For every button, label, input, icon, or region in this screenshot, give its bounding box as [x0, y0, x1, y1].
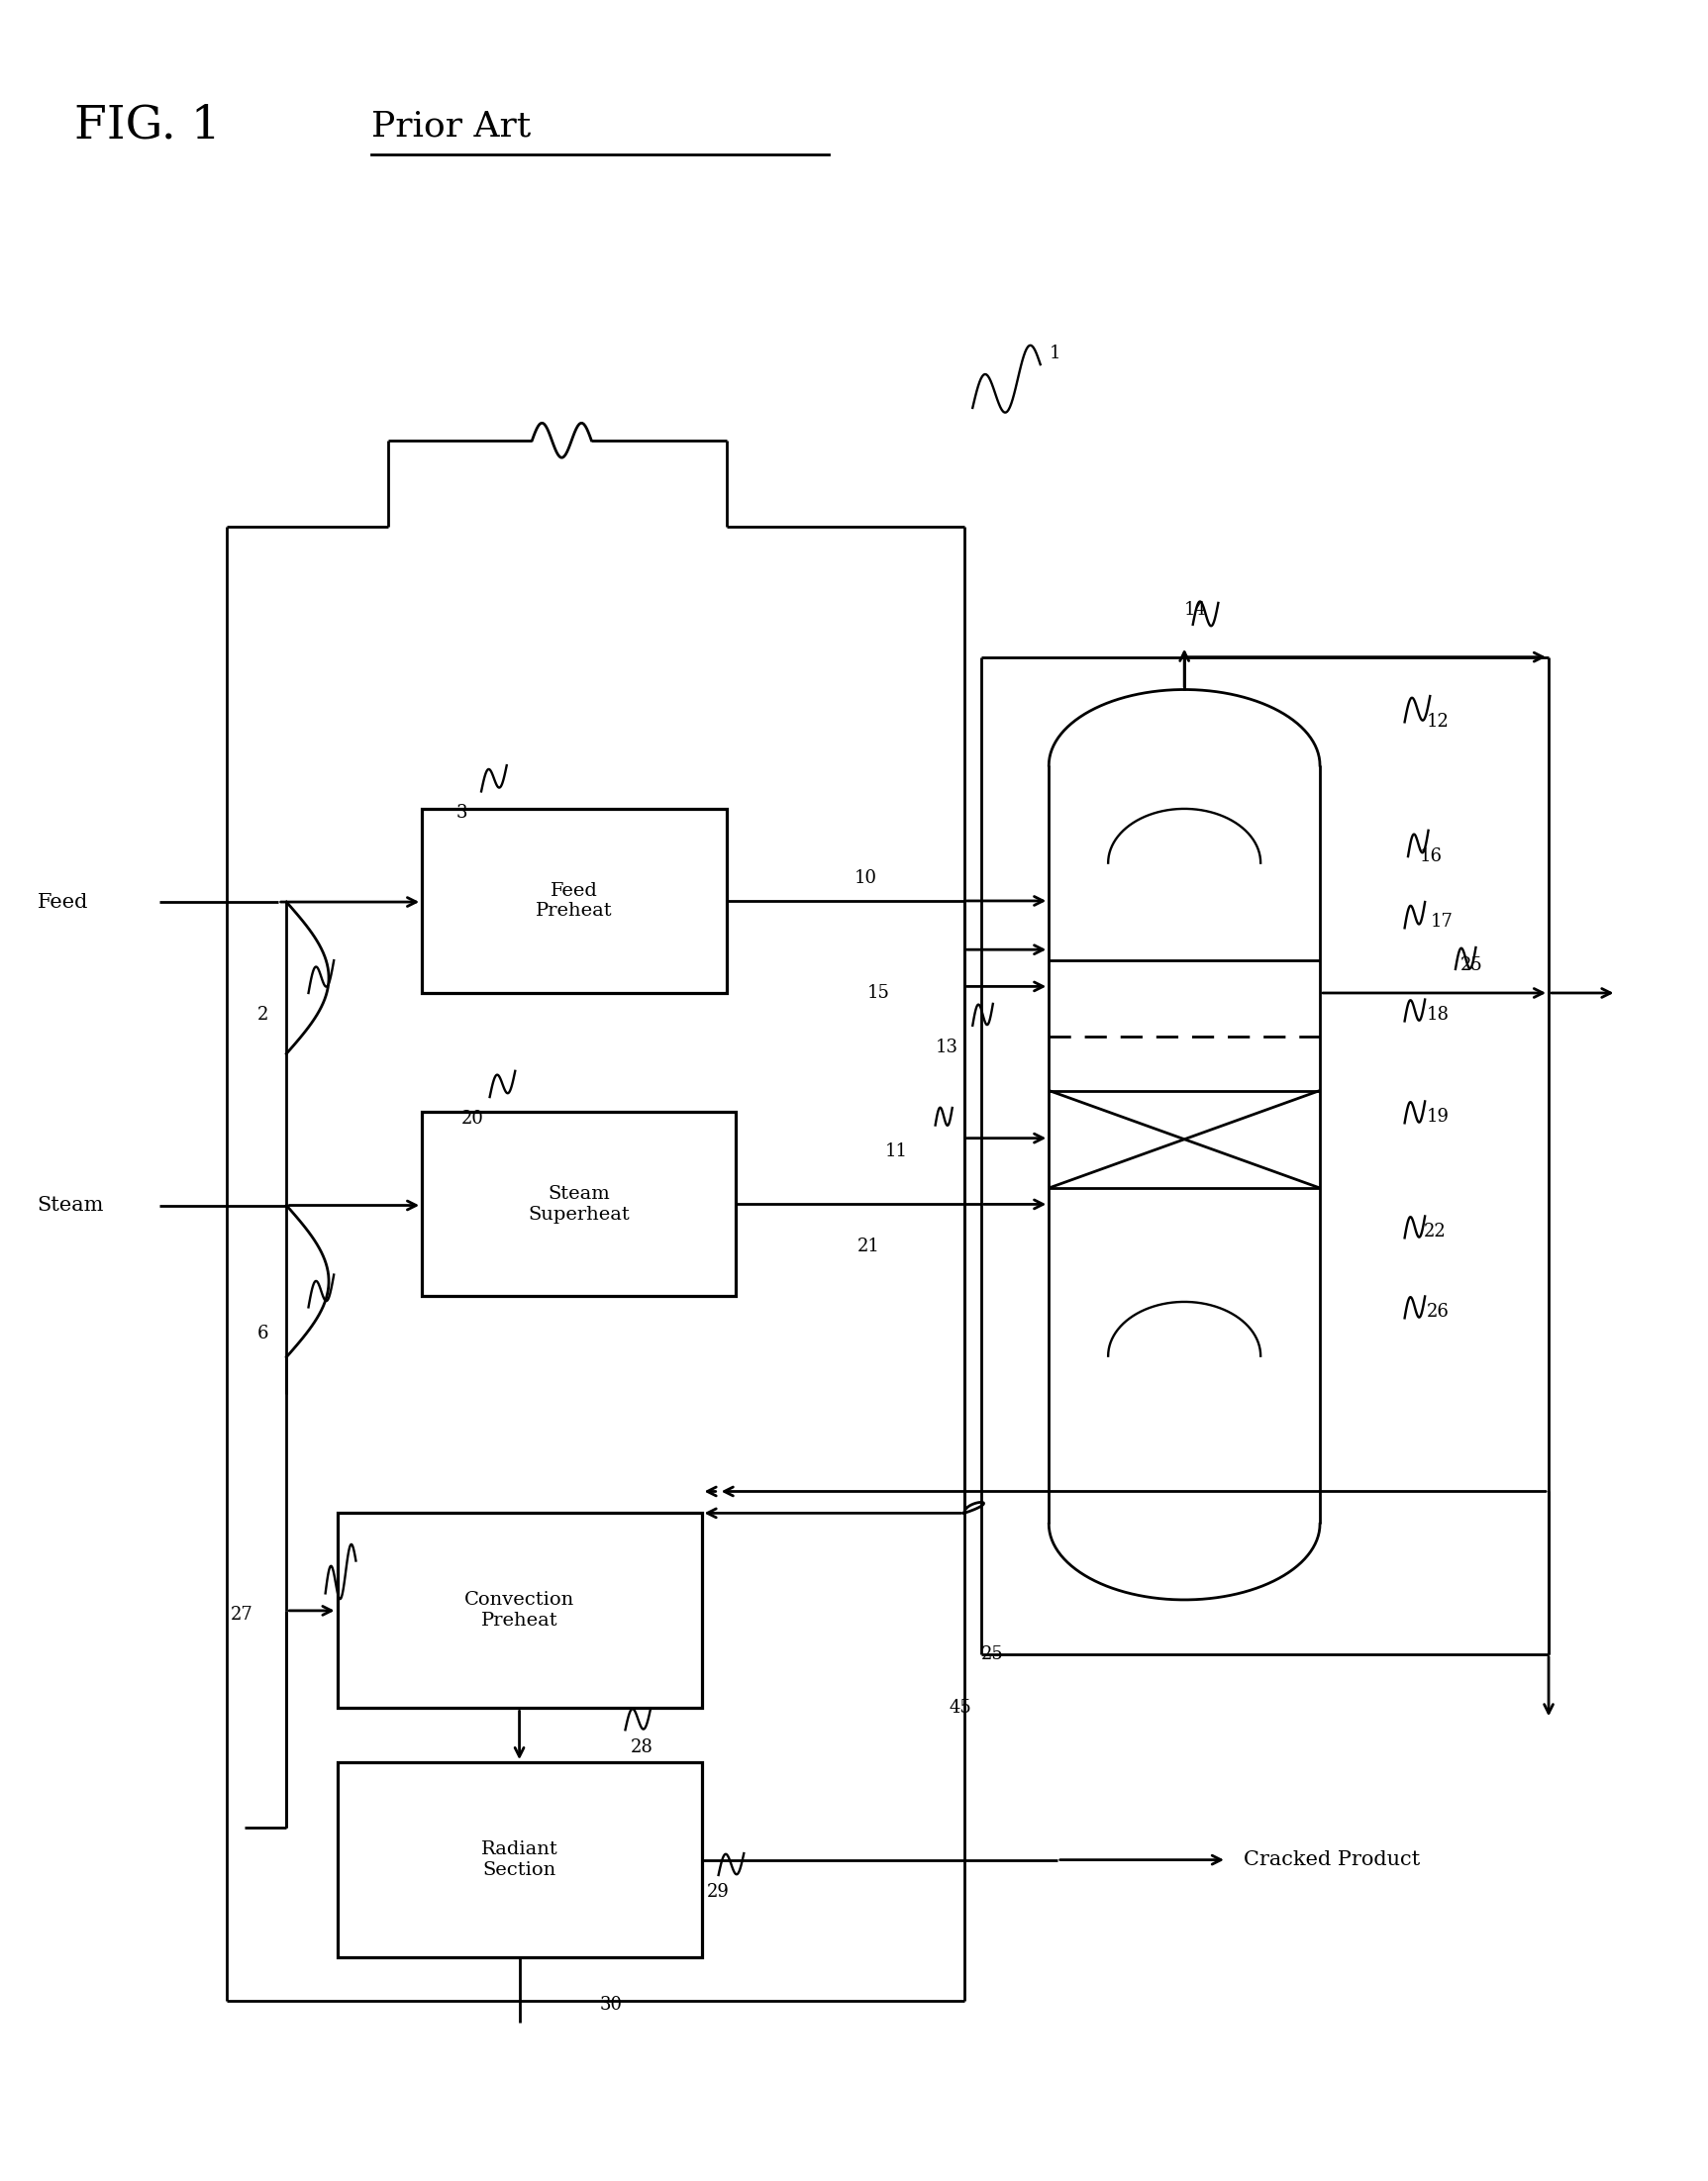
Text: 13: 13 — [936, 1038, 958, 1056]
Text: 11: 11 — [885, 1143, 907, 1160]
Text: Convection
Preheat: Convection Preheat — [465, 1592, 574, 1629]
Text: 25: 25 — [980, 1644, 1004, 1662]
Text: 17: 17 — [1430, 912, 1454, 931]
Text: 18: 18 — [1426, 1005, 1450, 1023]
Text: 10: 10 — [854, 870, 876, 888]
Text: 2: 2 — [258, 1005, 268, 1023]
Text: 3: 3 — [456, 805, 468, 822]
Text: 15: 15 — [868, 984, 890, 1001]
Text: 20: 20 — [461, 1110, 483, 1128]
Text: Steam: Steam — [38, 1195, 104, 1215]
Text: 21: 21 — [857, 1237, 880, 1256]
Text: 6: 6 — [258, 1324, 270, 1341]
Text: 27: 27 — [231, 1605, 253, 1625]
Text: 30: 30 — [600, 1996, 623, 2013]
Text: 28: 28 — [630, 1738, 652, 1756]
Text: FIG. 1: FIG. 1 — [75, 105, 220, 148]
Text: 26: 26 — [1426, 1302, 1450, 1320]
Text: 19: 19 — [1426, 1108, 1450, 1125]
Text: 14: 14 — [1184, 600, 1208, 617]
FancyBboxPatch shape — [422, 1112, 736, 1296]
Text: Cracked Product: Cracked Product — [1243, 1849, 1419, 1869]
FancyBboxPatch shape — [336, 1514, 702, 1708]
Text: Prior Art: Prior Art — [371, 109, 531, 144]
Text: 1: 1 — [1049, 345, 1061, 362]
Text: 45: 45 — [950, 1699, 972, 1716]
Text: Feed
Preheat: Feed Preheat — [536, 881, 613, 920]
Text: 22: 22 — [1423, 1224, 1445, 1241]
FancyBboxPatch shape — [336, 1762, 702, 1956]
Text: Feed: Feed — [38, 892, 89, 912]
Text: 12: 12 — [1426, 713, 1450, 731]
FancyBboxPatch shape — [422, 809, 728, 992]
Text: 16: 16 — [1419, 848, 1443, 866]
Text: Radiant
Section: Radiant Section — [482, 1841, 559, 1880]
Text: Steam
Superheat: Steam Superheat — [528, 1184, 630, 1224]
Text: 29: 29 — [707, 1884, 729, 1902]
Text: 25: 25 — [1460, 955, 1483, 973]
